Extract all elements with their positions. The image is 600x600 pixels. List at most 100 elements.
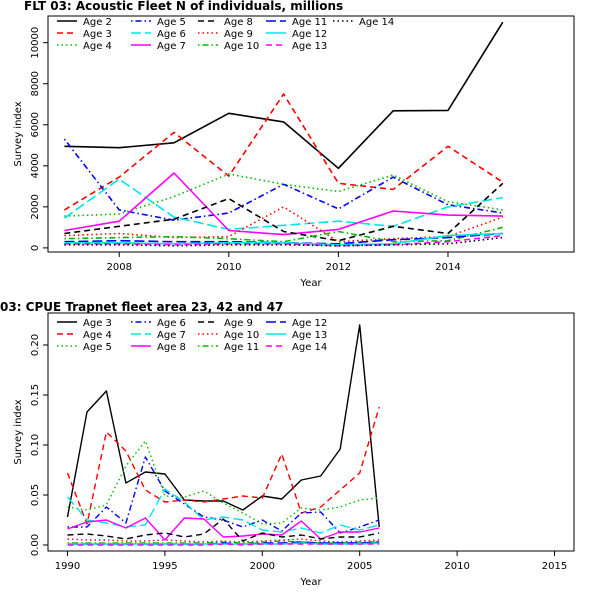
legend-label: Age 9 bbox=[224, 29, 253, 40]
x-tick-label: 2000 bbox=[250, 561, 275, 572]
series-line-age-6 bbox=[63, 178, 503, 231]
y-tick-label: 0.05 bbox=[30, 484, 41, 506]
chart-title: FLT 03: Acoustic Fleet N of individuals,… bbox=[24, 0, 343, 13]
series-line-age-3 bbox=[63, 93, 504, 211]
legend-label: Age 10 bbox=[224, 330, 259, 341]
y-tick-label: 10000 bbox=[30, 27, 41, 59]
legend-label: Age 11 bbox=[224, 342, 259, 353]
legend-item: Age 10 bbox=[198, 41, 259, 52]
legend-item: Age 11 bbox=[198, 342, 259, 353]
legend-item: Age 3 bbox=[57, 29, 112, 40]
y-tick-label: 0.20 bbox=[30, 334, 41, 356]
legend-item: Age 8 bbox=[198, 17, 253, 28]
x-tick-label: 2014 bbox=[435, 262, 460, 273]
legend-label: Age 6 bbox=[157, 318, 186, 329]
legend-label: Age 6 bbox=[157, 29, 186, 40]
legend-item: Age 9 bbox=[198, 29, 253, 40]
x-tick-label: 2010 bbox=[216, 262, 241, 273]
legend-label: Age 5 bbox=[83, 342, 112, 353]
x-tick-label: 2008 bbox=[107, 262, 132, 273]
panel-acoustic-fleet: FLT 03: Acoustic Fleet N of individuals,… bbox=[13, 0, 575, 289]
legend-item: Age 12 bbox=[266, 318, 327, 329]
y-tick-label: 0.10 bbox=[30, 434, 41, 456]
x-tick-label: 2015 bbox=[542, 561, 567, 572]
legend-item: Age 3 bbox=[57, 318, 112, 329]
y-tick-label: 0.15 bbox=[30, 384, 41, 406]
legend-item: Age 14 bbox=[333, 17, 394, 28]
series-line-age-7 bbox=[64, 172, 503, 236]
series-line-age-9 bbox=[67, 518, 380, 542]
legend-item: Age 14 bbox=[266, 342, 327, 353]
legend-label: Age 5 bbox=[157, 17, 186, 28]
chart-title: 03: CPUE Trapnet fleet area 23, 42 and 4… bbox=[0, 300, 283, 314]
panel-cpue-trapnet: 03: CPUE Trapnet fleet area 23, 42 and 4… bbox=[0, 300, 575, 588]
legend-item: Age 13 bbox=[266, 41, 327, 52]
series-line-age-10 bbox=[64, 226, 503, 243]
legend-item: Age 13 bbox=[266, 330, 327, 341]
x-tick-label: 1990 bbox=[55, 561, 80, 572]
y-tick-label: 2000 bbox=[30, 194, 41, 219]
series-line-age-12 bbox=[64, 232, 503, 246]
legend-item: Age 5 bbox=[57, 342, 112, 353]
legend-item: Age 2 bbox=[57, 17, 112, 28]
legend-label: Age 10 bbox=[224, 41, 259, 52]
legend-label: Age 4 bbox=[83, 330, 112, 341]
legend-label: Age 3 bbox=[83, 29, 112, 40]
axis-ticks: 2008 2010 2012 2014 0 2000 4000 6000 8000 10000 bbox=[30, 27, 461, 273]
series-line-age-4 bbox=[66, 406, 380, 525]
legend-label: Age 2 bbox=[83, 17, 112, 28]
legend-item: Age 7 bbox=[131, 330, 186, 341]
series-line-age-14 bbox=[64, 236, 503, 247]
y-axis-label: Survey index bbox=[13, 101, 24, 166]
series-lines bbox=[66, 324, 380, 546]
series-line-age-13 bbox=[64, 234, 503, 247]
series-line-age-7 bbox=[66, 488, 380, 534]
plot-frame bbox=[47, 15, 575, 253]
axis-ticks: 1990 1995 2000 2005 2010 2015 0.00 0.05 0.10 0.15… bbox=[30, 334, 567, 572]
series-line-age-11 bbox=[67, 540, 380, 544]
y-axis-label: Survey index bbox=[13, 399, 24, 464]
x-tick-label: 2010 bbox=[444, 561, 469, 572]
legend-label: Age 3 bbox=[83, 318, 112, 329]
legend-label: Age 14 bbox=[359, 17, 394, 28]
series-line-age-2 bbox=[64, 21, 504, 170]
y-tick-label: 8000 bbox=[30, 71, 41, 96]
legend-label: Age 7 bbox=[157, 330, 186, 341]
legend-label: Age 14 bbox=[292, 342, 327, 353]
legend-label: Age 12 bbox=[292, 29, 327, 40]
legend-label: Age 13 bbox=[292, 330, 327, 341]
legend-item: Age 6 bbox=[131, 318, 186, 329]
legend-item: Age 4 bbox=[57, 41, 112, 52]
x-axis-label: Year bbox=[299, 577, 322, 588]
series-line-age-6 bbox=[67, 456, 380, 534]
y-tick-label: 6000 bbox=[30, 112, 41, 137]
legend-label: Age 8 bbox=[224, 17, 253, 28]
legend-label: Age 13 bbox=[292, 41, 327, 52]
legend-label: Age 12 bbox=[292, 318, 327, 329]
legend-label: Age 7 bbox=[157, 41, 186, 52]
legend-item: Age 4 bbox=[57, 330, 112, 341]
legend-item: Age 6 bbox=[131, 29, 186, 40]
x-tick-label: 2005 bbox=[347, 561, 372, 572]
y-tick-label: 4000 bbox=[30, 153, 41, 178]
legend-label: Age 8 bbox=[157, 342, 186, 353]
y-tick-label: 0.00 bbox=[30, 534, 41, 556]
series-line-age-8 bbox=[67, 517, 380, 541]
legend-item: Age 12 bbox=[266, 29, 327, 40]
legend-item: Age 5 bbox=[131, 17, 186, 28]
series-line-age-14 bbox=[67, 543, 380, 546]
legend-label: Age 4 bbox=[83, 41, 112, 52]
legend-item: Age 10 bbox=[198, 330, 259, 341]
series-line-age-5 bbox=[67, 440, 380, 525]
legend-item: Age 9 bbox=[198, 318, 253, 329]
x-tick-label: 1995 bbox=[152, 561, 177, 572]
series-line-age-9 bbox=[64, 206, 504, 243]
x-axis-label: Year bbox=[299, 278, 322, 289]
x-tick-label: 2012 bbox=[326, 262, 351, 273]
legend-item: Age 11 bbox=[266, 17, 327, 28]
series-line-age-5 bbox=[63, 138, 503, 221]
plot-frame bbox=[47, 312, 575, 552]
legend-label: Age 9 bbox=[224, 318, 253, 329]
